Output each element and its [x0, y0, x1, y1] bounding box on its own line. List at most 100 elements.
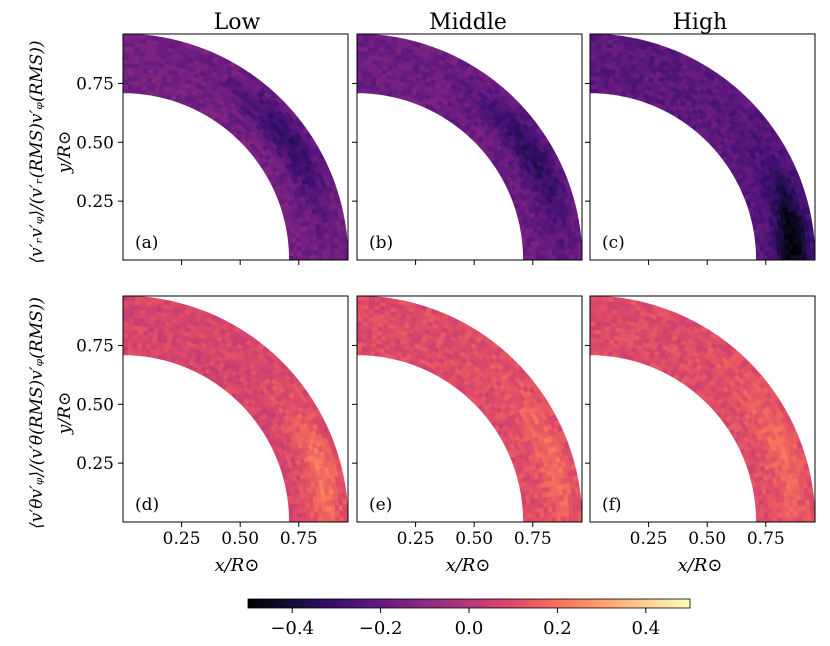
heatmap-cell: [122, 299, 130, 305]
heatmap-cell: [296, 245, 303, 252]
heatmap-cell: [594, 58, 601, 65]
heatmap-cell: [361, 320, 368, 327]
heatmap-cell: [133, 312, 140, 319]
heatmap-cell: [594, 337, 600, 343]
heatmap-cell: [342, 498, 348, 505]
heatmap-cell: [768, 507, 774, 513]
heatmap-cell: [552, 249, 558, 256]
heatmap-cell: [555, 243, 562, 250]
heatmap-cell: [760, 255, 766, 261]
heatmap-cell: [305, 506, 311, 513]
heatmap-cell: [527, 512, 533, 518]
heatmap-cell: [522, 517, 528, 523]
heatmap-cell: [314, 516, 320, 523]
heatmap-cell: [127, 67, 134, 73]
heatmap-cell: [356, 333, 363, 339]
heatmap-cell: [575, 230, 582, 238]
heatmap-cell: [603, 84, 609, 90]
heatmap-cell: [556, 254, 562, 261]
panel-c: (c): [585, 33, 816, 265]
heatmap-cell: [606, 34, 614, 40]
heatmap-cell: [576, 498, 582, 505]
col-title-middle: Middle: [429, 10, 507, 35]
heatmap-cell: [551, 243, 557, 251]
heatmap-cell: [145, 34, 153, 41]
heatmap-cell: [362, 295, 370, 301]
heatmap-cell: [789, 516, 795, 523]
panel-label: (c): [602, 233, 625, 253]
heatmap-cell: [768, 516, 774, 523]
heatmap-cell: [122, 341, 129, 347]
heatmap-cell: [330, 504, 336, 512]
heatmap-cell: [317, 243, 323, 251]
heatmap-cell: [366, 333, 373, 339]
heatmap-cell: [552, 254, 558, 261]
heatmap-cell: [577, 247, 583, 255]
panel-xlabel-low: x/R⊙: [215, 555, 260, 576]
heatmap-cell: [288, 250, 294, 256]
heatmap-cell: [367, 312, 374, 319]
heatmap-cell: [589, 333, 596, 339]
heatmap-cell: [370, 338, 377, 344]
heatmap-cell: [370, 80, 377, 86]
heatmap-cell: [132, 75, 138, 82]
heatmap-cell: [760, 517, 766, 523]
y-tick-label: 0.75: [76, 336, 114, 356]
heatmap-cell: [594, 50, 602, 56]
heatmap-cell: [361, 84, 367, 90]
heatmap-cell: [366, 67, 373, 73]
panel-xlabel-middle: x/R⊙: [446, 555, 491, 576]
heatmap-cell: [122, 33, 130, 39]
heatmap-cell: [356, 320, 363, 326]
heatmap-cell: [594, 71, 601, 77]
heatmap-cell: [548, 254, 554, 261]
heatmap-cell: [600, 50, 607, 57]
heatmap-cell: [768, 512, 774, 518]
heatmap-cell: [551, 505, 557, 513]
heatmap-cell: [560, 516, 566, 523]
heatmap-cell: [365, 346, 372, 352]
panel-e: 0.25 0.50 0.75(e): [352, 295, 583, 549]
heatmap-cell: [556, 510, 562, 518]
heatmap-cell: [589, 346, 595, 352]
heatmap-cell: [288, 512, 294, 518]
heatmap-cell: [589, 84, 595, 89]
heatmap-cell: [342, 503, 349, 511]
heatmap-cell: [775, 501, 782, 508]
heatmap-cell: [589, 312, 596, 318]
heatmap-cell: [356, 316, 363, 322]
heatmap-cell: [793, 243, 799, 250]
heatmap-cell: [564, 254, 570, 261]
heatmap-cell: [788, 243, 795, 250]
heatmap-cell: [802, 515, 807, 523]
heatmap-cell: [292, 245, 298, 252]
y-tick-label: 0.50: [76, 395, 114, 415]
heatmap-cell: [594, 84, 600, 90]
heatmap-cell: [560, 243, 566, 250]
heatmap-cell: [599, 59, 607, 65]
heatmap-cell: [605, 55, 612, 61]
heatmap-cell: [128, 304, 135, 310]
heatmap-cell: [759, 507, 765, 514]
heatmap-cell: [599, 63, 606, 69]
heatmap-cell: [599, 329, 606, 335]
heatmap-cell: [530, 240, 536, 247]
heatmap-cell: [133, 304, 141, 310]
heatmap-cell: [539, 249, 545, 256]
heatmap-cell: [301, 512, 307, 518]
heatmap-cell: [330, 516, 336, 523]
heatmap-cell: [296, 240, 302, 247]
heatmap-cell: [151, 297, 159, 304]
heatmap-cell: [543, 516, 549, 523]
heatmap-cell: [574, 224, 581, 232]
heatmap-cell: [569, 515, 574, 523]
heatmap-cell: [755, 508, 761, 514]
heatmap-cell: [122, 50, 129, 56]
heatmap-cell: [326, 243, 332, 250]
heatmap-cell: [122, 325, 129, 331]
heatmap-cell: [122, 42, 130, 48]
heatmap-cell: [122, 75, 129, 81]
heatmap-cell: [577, 515, 583, 523]
y-tick-label: 0.75: [76, 74, 114, 94]
heatmap-cell: [133, 46, 141, 52]
